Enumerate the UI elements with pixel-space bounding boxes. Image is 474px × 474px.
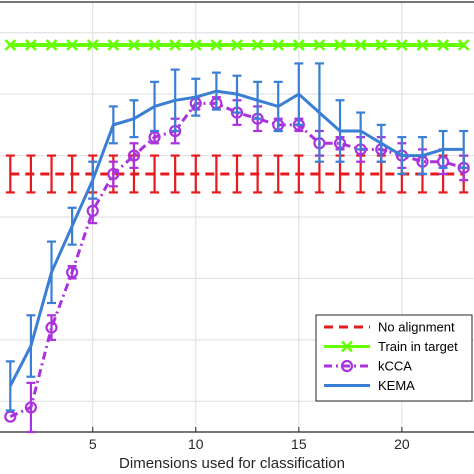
series-1-point-8-stroke-b [169,39,182,51]
series-3 [5,62,469,412]
legend-label-3: KEMA [378,378,415,393]
series-1-point-11 [231,39,243,51]
series-1-point-4 [86,39,99,51]
series-1-point-21 [437,39,449,51]
series-2-point-6 [127,149,141,162]
series-2-point-0 [4,410,17,423]
series-1-point-7-stroke-b [148,39,161,51]
series-1-point-16-stroke-b [334,39,346,51]
series-1-point-12 [251,39,264,51]
x-tick-label-2: 15 [291,436,307,452]
legend-item-1: Train in target [324,339,458,354]
legend-label-2: kCCA [378,359,412,374]
legend-label-0: No alignment [378,320,455,335]
series-1-point-21-stroke-b [437,39,449,51]
x-tick-label-3: 20 [394,436,410,452]
series-1-point-17-stroke-b [354,39,367,51]
series-1-point-15-stroke-b [313,39,326,51]
series-2-point-3 [66,266,79,279]
legend-item-2: kCCA [324,359,412,374]
series-1-point-19 [395,39,408,51]
legend-label-1: Train in target [378,339,458,354]
series-1-point-18 [375,39,388,51]
series-1-point-13-stroke-b [272,39,285,51]
series-1-point-4-stroke-b [86,39,99,51]
legend: No alignment Train in target kCCA KEMA [315,314,473,402]
series-1-point-8 [169,39,182,51]
series-1-point-16 [334,39,346,51]
series-3-line [8,89,464,387]
series-1-point-3-stroke-b [66,39,79,51]
series-1-point-2 [45,39,58,51]
series-1-point-9-stroke-b [189,39,202,51]
x-tick-label-0: 5 [89,436,97,452]
series-1 [4,39,470,51]
series-1-point-15 [313,39,326,51]
series-1-point-13 [272,39,285,51]
series-2-point-1 [24,401,38,414]
x-axis-label: Dimensions used for classification [119,455,345,472]
legend-marker-1-stroke-b [341,340,353,353]
series-1-point-5-stroke-b [107,39,120,51]
series-1-point-1 [25,39,37,51]
legend-marker-2 [340,359,354,373]
legend-marker-1 [341,340,353,353]
series-1-point-12-stroke-b [251,39,264,51]
series-1-point-6 [128,39,140,51]
series-2-point-5 [107,167,120,181]
legend-item-3: KEMA [324,378,415,393]
series-1-point-9 [189,39,202,51]
series-1-point-6-stroke-b [128,39,140,51]
series-2-point-2 [45,321,58,334]
series-1-point-20-stroke-b [416,39,429,51]
series-1-point-14 [292,39,305,51]
series-1-point-10 [210,39,223,51]
series-1-point-3 [66,39,79,51]
series-2-point-4 [86,204,99,217]
series-1-point-18-stroke-b [375,39,388,51]
x-tick-label-1: 10 [188,436,204,452]
series-1-point-1-stroke-b [25,39,37,51]
plot-area: 5 10 15 20 No alignment Train in target kCCA KE… [0,1,474,452]
series-1-point-10-stroke-b [210,39,223,51]
legend-item-0: No alignment [324,320,455,335]
series-1-point-0 [4,39,17,51]
series-1-point-22 [457,39,470,51]
series-1-point-14-stroke-b [292,39,305,51]
series-1-point-7 [148,39,161,51]
series-1-point-20 [416,39,429,51]
series-1-point-2-stroke-b [45,39,58,51]
series-1-point-11-stroke-b [231,39,243,51]
series-2-point-7 [148,131,161,144]
series-1-point-19-stroke-b [395,39,408,51]
series-1-point-22-stroke-b [457,39,470,51]
series-1-point-0-stroke-b [4,39,17,51]
series-1-point-5 [107,39,120,51]
series-1-point-17 [354,39,367,51]
